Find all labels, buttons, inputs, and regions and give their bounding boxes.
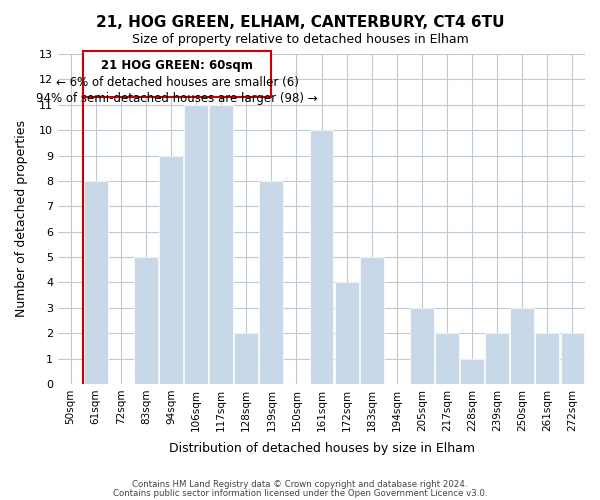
X-axis label: Distribution of detached houses by size in Elham: Distribution of detached houses by size … — [169, 442, 475, 455]
Bar — [259, 181, 283, 384]
Bar — [460, 358, 484, 384]
Text: 21, HOG GREEN, ELHAM, CANTERBURY, CT4 6TU: 21, HOG GREEN, ELHAM, CANTERBURY, CT4 6T… — [96, 15, 504, 30]
Text: 21 HOG GREEN: 60sqm: 21 HOG GREEN: 60sqm — [101, 59, 253, 72]
Bar — [310, 130, 334, 384]
Bar — [134, 257, 158, 384]
Text: 94% of semi-detached houses are larger (98) →: 94% of semi-detached houses are larger (… — [37, 92, 318, 105]
Bar — [335, 282, 359, 384]
Bar — [360, 257, 383, 384]
Text: Size of property relative to detached houses in Elham: Size of property relative to detached ho… — [131, 32, 469, 46]
Bar — [159, 156, 183, 384]
Bar — [84, 181, 107, 384]
Bar — [535, 333, 559, 384]
Text: ← 6% of detached houses are smaller (6): ← 6% of detached houses are smaller (6) — [56, 76, 299, 88]
Bar — [485, 333, 509, 384]
Bar — [184, 105, 208, 384]
Bar — [235, 333, 258, 384]
Bar — [410, 308, 434, 384]
Bar — [511, 308, 534, 384]
Text: Contains public sector information licensed under the Open Government Licence v3: Contains public sector information licen… — [113, 488, 487, 498]
Bar — [560, 333, 584, 384]
Bar — [435, 333, 459, 384]
FancyBboxPatch shape — [83, 52, 271, 97]
Bar — [209, 105, 233, 384]
Text: Contains HM Land Registry data © Crown copyright and database right 2024.: Contains HM Land Registry data © Crown c… — [132, 480, 468, 489]
Y-axis label: Number of detached properties: Number of detached properties — [15, 120, 28, 318]
